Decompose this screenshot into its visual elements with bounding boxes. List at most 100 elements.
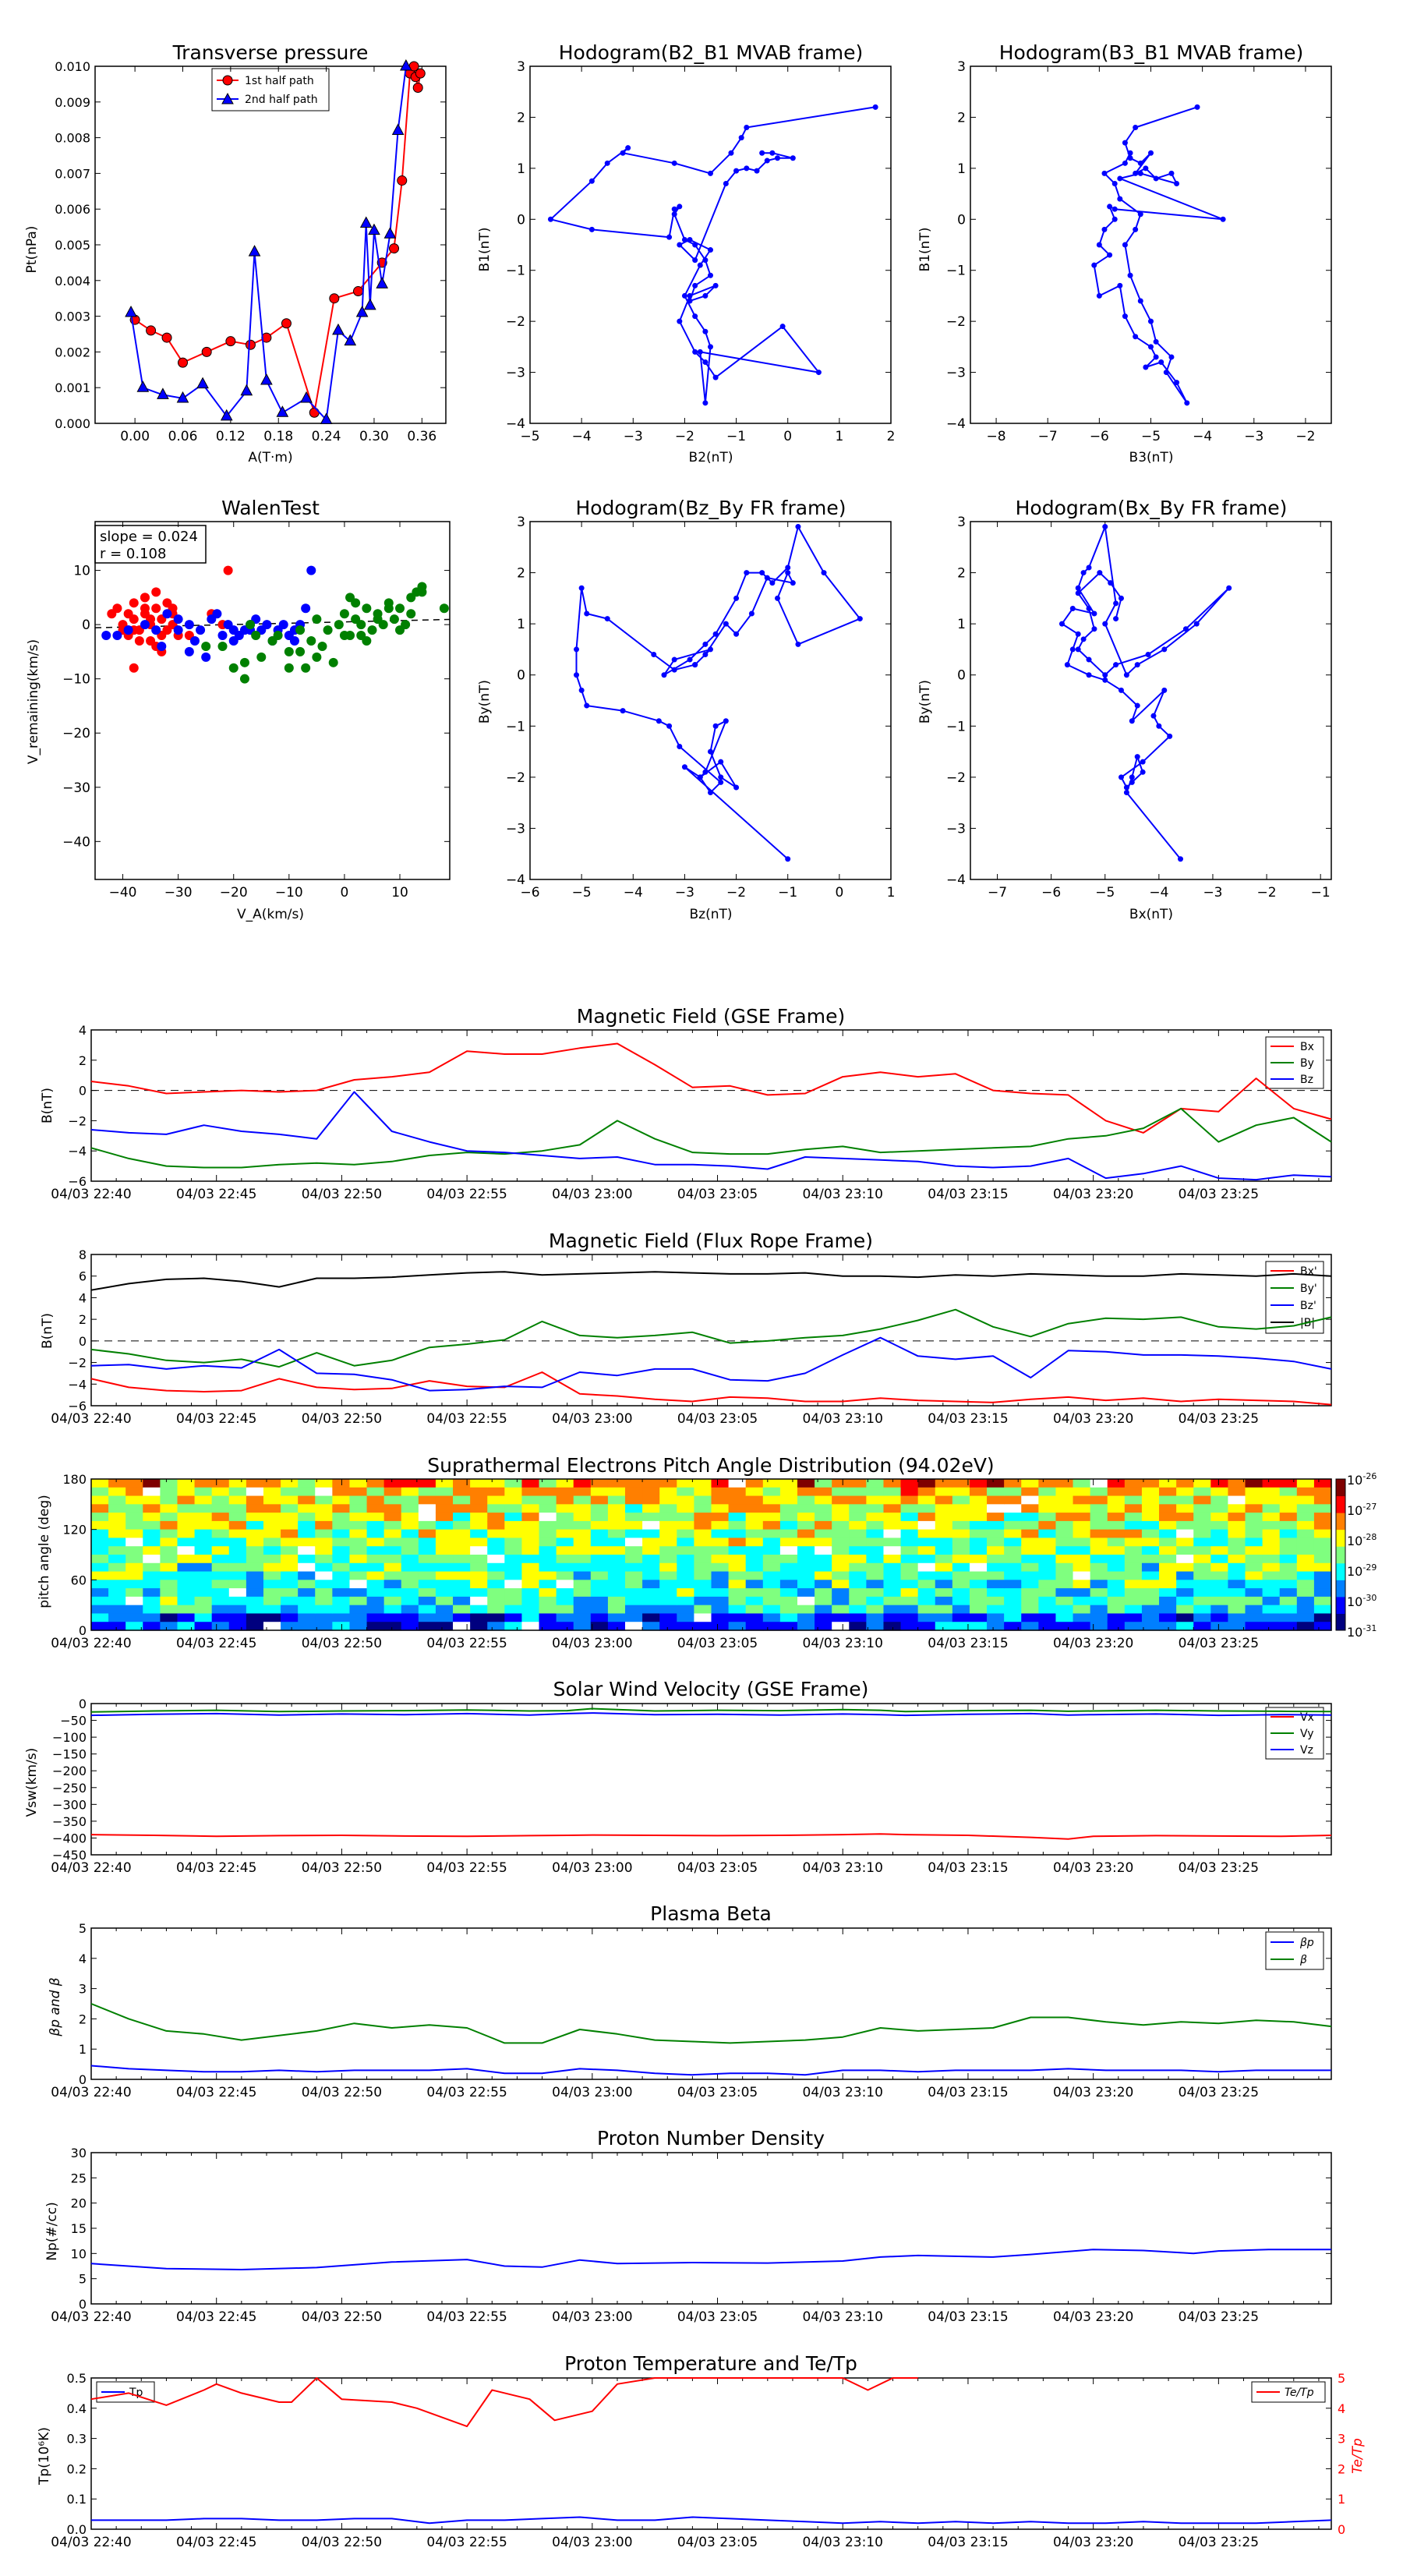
h1-path-point [815, 370, 822, 376]
pad-cell [401, 1571, 419, 1580]
pad-cell [1228, 1571, 1246, 1580]
h4-path-point [1150, 713, 1157, 719]
tp-xtick-label: 0.12 [216, 429, 246, 444]
pad-cell [659, 1495, 677, 1505]
tp-title: Transverse pressure [172, 41, 369, 64]
vsw-legend: Vx Vy Vz [1265, 1707, 1324, 1760]
pad-cell [779, 1513, 798, 1522]
pad-cell [1107, 1562, 1126, 1573]
pad-cell [298, 1580, 316, 1589]
h2-path-point [1127, 155, 1133, 161]
walen-point-green [339, 609, 349, 619]
pad-cell [573, 1613, 592, 1622]
pad-cell [504, 1580, 523, 1589]
pad-cell [762, 1504, 781, 1513]
tp-ytick-label: 0.007 [55, 166, 90, 181]
tp-point-first-half [415, 68, 426, 79]
pad-cell [1313, 1613, 1332, 1622]
h1-path-point [708, 272, 713, 278]
pad-cell [866, 1562, 885, 1573]
cb-label-5: 10-31 [1347, 1623, 1376, 1640]
pad-cell [1228, 1546, 1246, 1555]
pad-cell [694, 1605, 712, 1615]
pad-cell [849, 1555, 867, 1564]
h2-path-point [1153, 338, 1159, 345]
pad-cell [383, 1571, 402, 1580]
walen-point-green [389, 614, 399, 625]
pad-cell [1210, 1555, 1229, 1564]
pad-cell [1141, 1588, 1160, 1598]
pad-cell [453, 1588, 471, 1598]
h2-path-point [1107, 203, 1113, 210]
pad-cell [779, 1571, 798, 1580]
pad-cell [1124, 1622, 1143, 1631]
pad-cell [883, 1580, 902, 1589]
tpr-y2label: Te/Tp [1350, 2438, 1366, 2474]
pad-cell [917, 1495, 936, 1505]
pad-cell [418, 1580, 436, 1589]
pad-cell [1038, 1513, 1057, 1522]
pad-cell [1228, 1479, 1246, 1488]
pad-cell [194, 1513, 213, 1522]
pad-cell [917, 1588, 936, 1598]
h1-path-line [550, 106, 876, 404]
pad-cell [160, 1588, 178, 1598]
beta-frame [90, 1927, 1332, 2080]
pad-ytick-label: 180 [62, 1472, 87, 1487]
pad-cell [1313, 1495, 1332, 1505]
h1-path-point [625, 145, 631, 151]
tpr-y2tick-label: 4 [1338, 2401, 1345, 2416]
pad-cell [1279, 1504, 1298, 1513]
walen-ytick-label: −10 [62, 672, 90, 688]
pad-cell [1038, 1546, 1057, 1555]
pad-cell [1228, 1520, 1246, 1530]
tp-point-second-half [300, 391, 313, 403]
pad-cell [590, 1571, 609, 1580]
pad-cell [281, 1520, 299, 1530]
pad-cell [91, 1529, 109, 1539]
h1-path-point [692, 282, 698, 288]
pad-cell [573, 1513, 592, 1522]
pad-cell [177, 1622, 196, 1631]
h1-path-point [702, 400, 709, 406]
pad-cell [383, 1520, 402, 1530]
pad-cell [1038, 1520, 1057, 1530]
pad-cell [883, 1562, 902, 1573]
pad-cell [607, 1596, 626, 1606]
pad-cell [556, 1555, 574, 1564]
walen-point-green [417, 587, 427, 597]
pad-cell [177, 1613, 196, 1622]
tp-point-second-half [400, 58, 412, 71]
pad-cell [797, 1487, 815, 1497]
tpr-legend-right: Te/Tp [1251, 2381, 1326, 2403]
pad-cell [143, 1487, 161, 1497]
pad-cell [470, 1596, 488, 1606]
pad-cell [883, 1520, 902, 1530]
tp-point-first-half [281, 318, 292, 329]
pad-cell [332, 1596, 351, 1606]
pad-cell [900, 1546, 919, 1555]
h4-ytick-label: −2 [946, 770, 966, 786]
beta-time-label: 04/03 23:20 [1053, 2085, 1133, 2100]
h2-path-point [1148, 150, 1154, 156]
pad-cell [246, 1495, 264, 1505]
pad-cell [401, 1596, 419, 1606]
pad-cell [659, 1571, 677, 1580]
pad-cell [659, 1588, 677, 1598]
h2-path-point [1174, 380, 1180, 386]
pad-cell [315, 1555, 333, 1564]
pad-cell [211, 1562, 230, 1573]
pad-cell [1193, 1580, 1211, 1589]
pad-cell [401, 1562, 419, 1573]
h1-ytick-label: −4 [506, 416, 525, 432]
pad-cell [607, 1613, 626, 1622]
walen-point-blue [289, 636, 299, 646]
pad-cell [1021, 1495, 1039, 1505]
h1-path-point [692, 349, 698, 355]
pad-cell [556, 1562, 574, 1573]
pad-cell [177, 1529, 196, 1539]
h2-path-point [1153, 175, 1159, 182]
pad-cell [797, 1529, 815, 1539]
h3-path-point [620, 708, 626, 714]
pad-cell [332, 1520, 351, 1530]
